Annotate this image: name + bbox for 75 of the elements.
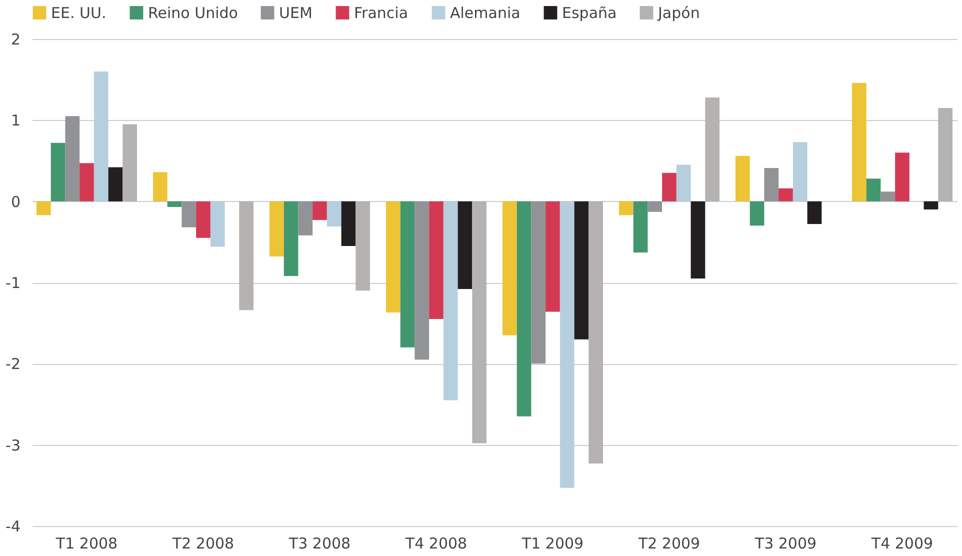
bar [472,201,487,444]
x-tick-label: T2 2008 [171,534,234,552]
bar [458,201,472,289]
bar [414,201,430,360]
legend-label: España [562,4,617,22]
bar [210,201,225,247]
bar [574,201,589,340]
bar [356,201,370,291]
y-tick-label: -1 [6,274,20,292]
bar [443,201,458,400]
bar [167,201,182,208]
bar [690,201,706,278]
bar [516,201,532,416]
x-tick-label: T3 2008 [288,534,351,552]
bar [866,178,881,202]
bar [735,156,750,202]
y-tick-label: 2 [10,30,20,48]
bar [65,116,80,202]
bar [36,201,51,216]
bar [880,192,896,202]
bar [750,201,764,226]
bar [648,201,662,212]
legend-label: EE. UU. [51,4,106,22]
bar [400,201,415,348]
x-tick-label: T3 2009 [754,534,817,552]
bar [924,201,938,210]
bar [676,164,691,202]
bar [298,201,313,236]
bar [633,201,648,252]
bar [705,97,720,202]
bar [662,172,676,202]
bar [152,172,168,202]
bar [531,201,546,364]
bar [269,201,284,257]
bar [546,201,560,312]
bar [284,201,298,276]
bar [341,201,356,246]
bar [196,201,210,238]
legend-label: Japón [657,4,700,22]
bar [618,201,634,216]
bar [778,188,793,202]
x-tick-label: T2 2009 [637,534,700,552]
x-tick-label: T1 2008 [54,534,118,552]
legend-label: Reino Unido [148,4,238,22]
bar [326,201,342,226]
bar [108,167,123,202]
bar [182,201,196,228]
bar [80,163,94,202]
bar [429,201,444,320]
bar [938,108,953,202]
bar [502,201,517,336]
legend-label: UEM [279,4,312,22]
bar [560,201,574,488]
bar [50,142,66,202]
y-tick-label: -4 [6,518,20,536]
y-tick-label: 1 [10,112,20,130]
x-tick-label: T4 2009 [870,534,934,552]
bar [807,201,822,224]
legend-label: Alemania [450,4,520,22]
y-tick-label: -2 [6,355,20,374]
bar [122,124,138,202]
bar [588,201,604,464]
y-tick-label: 0 [10,192,20,211]
legend-label: Francia [354,4,408,22]
x-tick-label: T4 2008 [404,534,468,552]
bar [895,152,910,202]
bar [852,82,866,202]
bar [94,71,108,202]
bar [312,201,327,220]
bar [386,201,400,313]
y-tick-label: -3 [6,436,20,454]
bar [239,201,254,310]
bar [792,142,808,202]
x-tick-label: T1 2009 [520,534,584,552]
bar [764,168,779,202]
